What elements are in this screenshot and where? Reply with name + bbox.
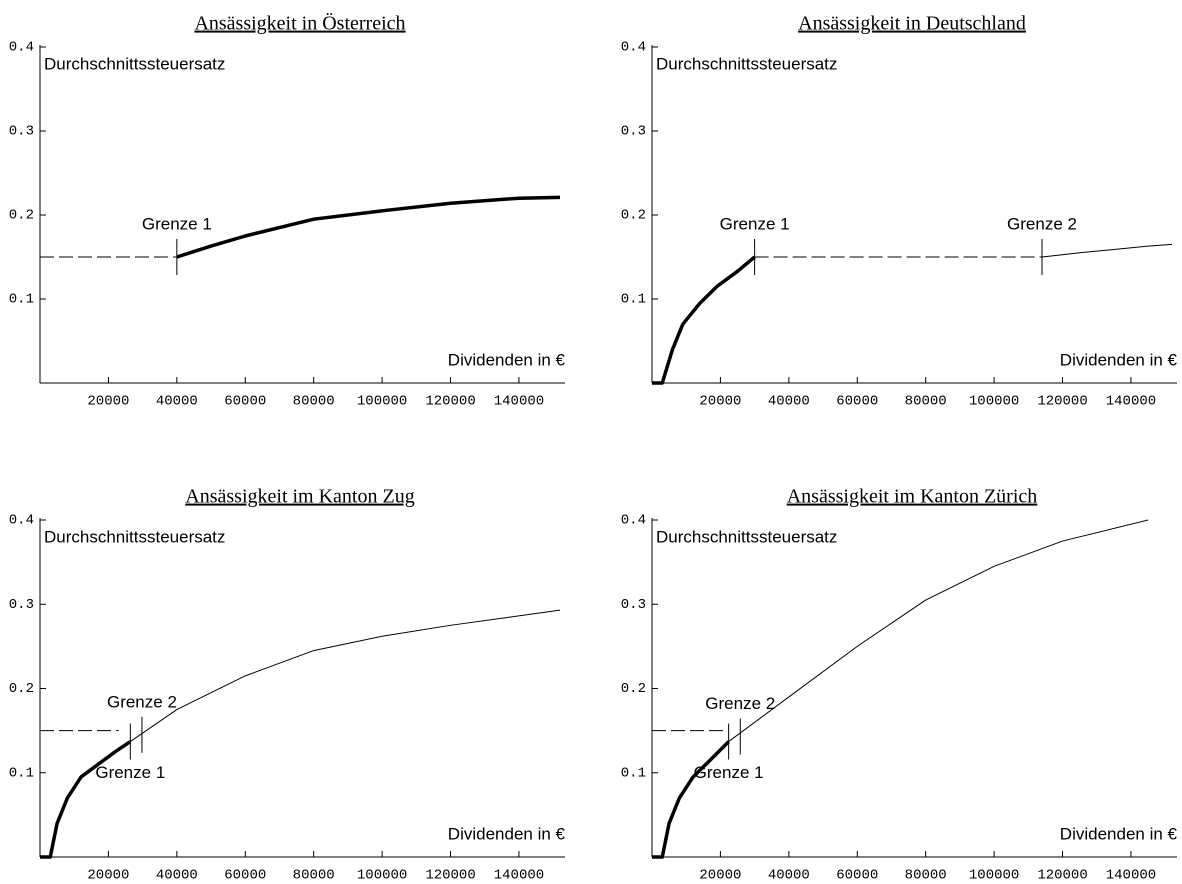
x-tick-label: 140000 (1106, 394, 1156, 410)
x-axis-label: Dividenden in € (1060, 824, 1178, 843)
x-tick-label: 140000 (494, 394, 544, 410)
y-tick-label: 0.4 (9, 513, 34, 529)
x-tick-label: 100000 (969, 868, 1019, 884)
y-tick-label: 0.3 (9, 597, 34, 613)
x-tick-label: 100000 (357, 394, 407, 410)
x-tick-label: 140000 (1106, 868, 1156, 884)
y-tick-label: 0.3 (621, 124, 646, 140)
threshold-label: Grenze 2 (1007, 214, 1077, 233)
threshold-label: Grenze 1 (720, 214, 790, 233)
x-tick-label: 80000 (905, 868, 947, 884)
x-tick-label: 60000 (836, 394, 878, 410)
y-tick-label: 0.1 (9, 292, 34, 308)
x-tick-label: 120000 (425, 394, 475, 410)
x-tick-label: 40000 (768, 394, 810, 410)
series-line (728, 519, 1149, 742)
y-tick-label: 0.1 (621, 765, 646, 781)
y-axis-label: Durchschnittssteuersatz (656, 527, 837, 546)
y-tick-label: 0.4 (621, 513, 646, 529)
x-tick-label: 20000 (87, 868, 129, 884)
x-tick-label: 40000 (156, 868, 198, 884)
series-line (40, 740, 132, 859)
x-tick-label: 60000 (836, 868, 878, 884)
x-tick-label: 80000 (293, 394, 335, 410)
y-tick-label: 0.2 (9, 208, 34, 224)
y-tick-label: 0.2 (621, 208, 646, 224)
y-tick-label: 0.1 (621, 292, 646, 308)
y-tick-label: 0.4 (9, 40, 34, 56)
chart-title: Ansässigkeit in Deutschland (798, 13, 1026, 35)
x-axis-label: Dividenden in € (1060, 350, 1178, 369)
series-line (652, 255, 756, 385)
threshold-label: Grenze 1 (694, 763, 764, 782)
threshold-label: Grenze 2 (107, 692, 177, 711)
series-line (652, 740, 730, 859)
series-line (176, 195, 561, 259)
y-tick-label: 0.2 (621, 681, 646, 697)
x-axis-label: Dividenden in € (448, 824, 566, 843)
y-tick-label: 0.3 (9, 124, 34, 140)
x-tick-label: 100000 (357, 868, 407, 884)
x-tick-label: 120000 (1037, 394, 1087, 410)
threshold-label: Grenze 1 (142, 214, 212, 233)
y-axis-label: Durchschnittssteuersatz (44, 54, 225, 73)
y-axis-label: Durchschnittssteuersatz (44, 527, 225, 546)
series-line (130, 609, 561, 742)
chart-title: Ansässigkeit im Kanton Zug (185, 486, 414, 508)
y-tick-label: 0.3 (621, 597, 646, 613)
x-tick-label: 60000 (224, 394, 266, 410)
x-tick-label: 20000 (87, 394, 129, 410)
threshold-label: Grenze 2 (705, 694, 775, 713)
series-line (1041, 243, 1173, 258)
x-tick-label: 120000 (1037, 868, 1087, 884)
x-tick-label: 40000 (768, 868, 810, 884)
x-tick-label: 40000 (156, 394, 198, 410)
chart-title: Ansässigkeit im Kanton Zürich (787, 486, 1038, 508)
x-tick-label: 20000 (699, 868, 741, 884)
x-axis-label: Dividenden in € (448, 350, 566, 369)
y-axis-label: Durchschnittssteuersatz (656, 54, 837, 73)
x-tick-label: 100000 (969, 394, 1019, 410)
x-tick-label: 80000 (293, 868, 335, 884)
x-tick-label: 140000 (494, 868, 544, 884)
x-tick-label: 120000 (425, 868, 475, 884)
y-tick-label: 0.4 (621, 40, 646, 56)
x-tick-label: 80000 (905, 394, 947, 410)
threshold-label: Grenze 1 (95, 763, 165, 782)
x-tick-label: 20000 (699, 394, 741, 410)
x-tick-label: 60000 (224, 868, 266, 884)
y-tick-label: 0.2 (9, 681, 34, 697)
y-tick-label: 0.1 (9, 765, 34, 781)
chart-title: Ansässigkeit in Österreich (194, 12, 405, 35)
